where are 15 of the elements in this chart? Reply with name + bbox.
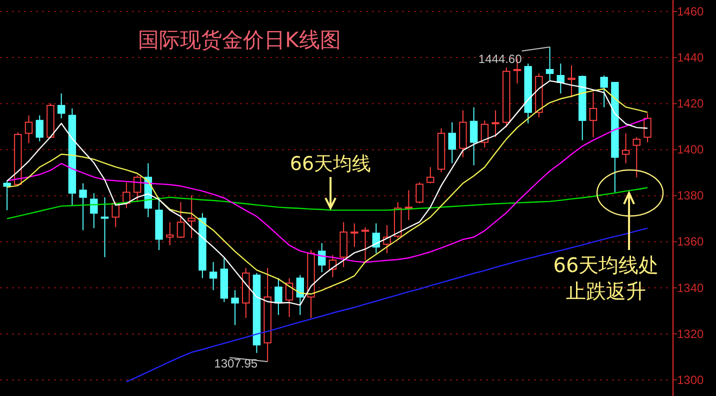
y-tick-label: 1380 xyxy=(677,188,704,203)
annotation: 止跌返升 xyxy=(566,279,646,303)
annotation: 66天均线 xyxy=(290,153,372,175)
text: 国际现货金价日K线图 xyxy=(138,28,341,52)
annotation: 1444.60 xyxy=(478,52,522,66)
y-tick-label: 1360 xyxy=(677,234,704,249)
y-tick-label: 1400 xyxy=(677,142,704,157)
y-tick-label: 1340 xyxy=(677,280,704,295)
y-tick-label: 1300 xyxy=(677,372,704,387)
y-tick-label: 1420 xyxy=(677,96,704,111)
y-tick-label: 1440 xyxy=(677,50,704,65)
annotation: 1307.95 xyxy=(214,356,258,371)
annotation: 66天均线处 xyxy=(553,253,659,277)
y-tick-label: 1320 xyxy=(677,326,704,341)
y-tick-label: 1460 xyxy=(677,4,704,19)
